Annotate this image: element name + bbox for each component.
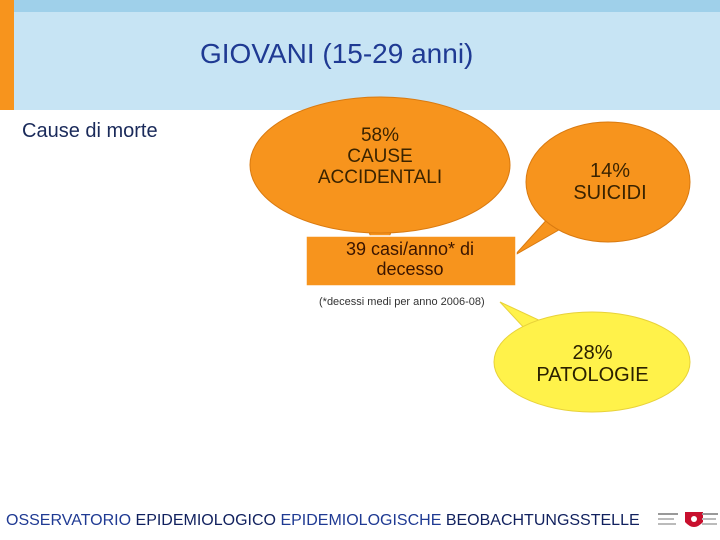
suicide-percent: 14% <box>589 160 631 182</box>
province-logo-left <box>656 510 680 532</box>
disease-percent: 28% <box>572 342 613 364</box>
page-title: GIOVANI (15-29 anni) <box>200 38 474 69</box>
accidental-bubble <box>249 96 511 234</box>
center-box-line1: 39 casi/anno* di <box>345 239 475 259</box>
footer-part3: EPIDEMIOLOGISCHE <box>280 512 446 529</box>
footer-part2: EPIDEMIOLOGICO <box>135 512 281 529</box>
center-box <box>305 235 517 287</box>
accidental-label: 58% CAUSE ACCIDENTALI <box>300 125 460 189</box>
footer-part4: BEOBACHTUNGSSTELLE <box>445 512 640 529</box>
suicide-text: SUICIDI <box>573 182 647 204</box>
disease-text: PATOLOGIE <box>536 364 649 386</box>
eagle-emblem-icon <box>682 510 706 532</box>
suicide-label: 14% SUICIDI <box>545 160 675 204</box>
header-accent-bar <box>0 0 14 110</box>
center-box-line2: decesso <box>376 258 444 279</box>
footer-text: OSSERVATORIO EPIDEMIOLOGICO EPIDEMIOLOGI… <box>6 512 640 530</box>
subtitle: Cause di morte <box>22 120 158 142</box>
disease-label: 28% PATOLOGIE <box>510 342 675 386</box>
suicide-bubble <box>525 121 691 243</box>
disease-bubble <box>493 311 691 413</box>
accidental-percent: 58% <box>360 125 400 146</box>
province-logo-right <box>700 510 720 532</box>
accidental-text-line1: CAUSE <box>347 145 413 167</box>
footer-part1: OSSERVATORIO <box>6 512 136 529</box>
accidental-text-line2: ACCIDENTALI <box>317 166 443 188</box>
center-box-label: 39 casi/anno* di decesso <box>304 239 516 280</box>
footnote: (*decessi medi per anno 2006-08) <box>319 296 485 308</box>
header-band <box>0 0 720 110</box>
